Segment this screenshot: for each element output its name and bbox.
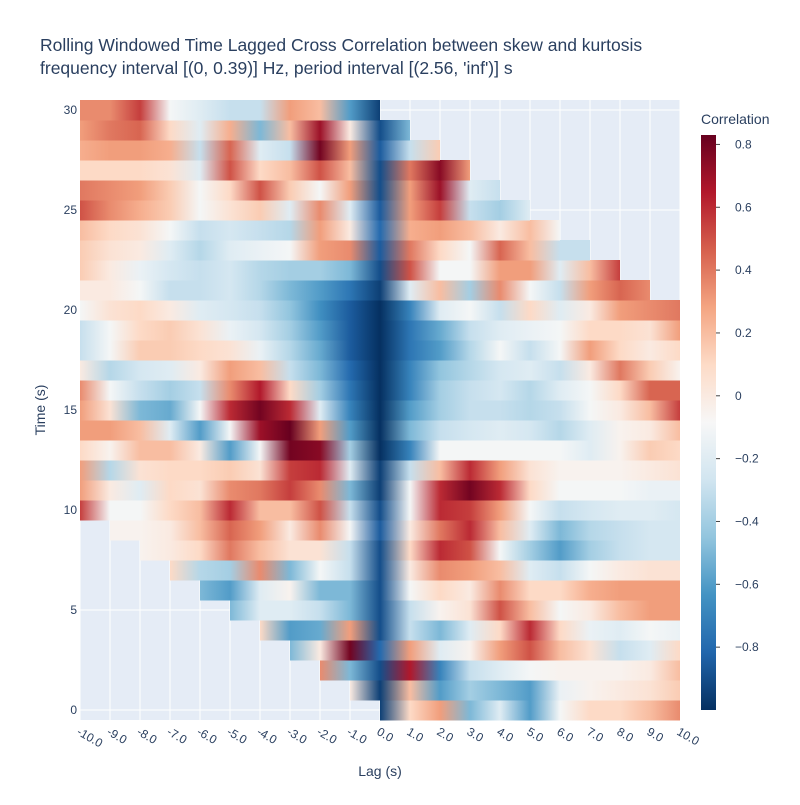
heatmap-row-t13: [80, 440, 680, 461]
heatmap-row-t10: [80, 500, 680, 521]
x-tick-label: 1.0: [405, 724, 427, 745]
x-tick-label: 7.0: [585, 724, 607, 745]
x-tick-label: 6.0: [555, 724, 577, 745]
heatmap-row-t11: [80, 480, 680, 501]
heatmap-row-t7: [170, 560, 680, 581]
heatmap-row-t8: [140, 540, 680, 561]
x-axis-ticks: -10.0 -9.0 -8.0 -7.0 -6.0 -5.0 -4.0 -3.0 -2.0 -1.…: [75, 724, 703, 750]
x-tick-label: 5.0: [525, 724, 547, 745]
heatmap-row-t20: [80, 300, 680, 321]
colorbar-tick-label: −0.2: [735, 452, 759, 466]
y-axis-ticks: 0 5 10 15 20 25 30: [64, 103, 78, 717]
y-tick-label: 10: [64, 503, 78, 517]
heatmap-row-t4: [260, 620, 680, 641]
heatmap-row-t3: [290, 640, 680, 661]
x-tick-label: 3.0: [465, 724, 487, 745]
colorbar-tick-label: 0.4: [735, 263, 752, 277]
heatmap-row-t22: [80, 260, 620, 281]
y-axis-title: Time (s): [32, 385, 48, 436]
y-tick-label: 15: [64, 403, 78, 417]
heatmap-row-t5: [230, 600, 680, 621]
heatmap-row-t27: [80, 160, 470, 181]
heatmap-row-t16: [80, 380, 680, 401]
colorbar-tick-label: 0: [735, 389, 742, 403]
colorbar: [701, 135, 716, 710]
heatmap-row-t12: [80, 460, 680, 481]
colorbar-tick-label: 0.6: [735, 200, 752, 214]
chart-title-line-2: frequency interval [(0, 0.39)] Hz, perio…: [40, 58, 513, 78]
colorbar-title: Correlation: [701, 111, 769, 127]
heatmap-row-t19: [80, 320, 680, 341]
x-tick-label: -3.0: [285, 724, 310, 747]
heatmap-row-t6: [200, 580, 680, 601]
y-tick-label: 5: [70, 603, 77, 617]
x-tick-label: 4.0: [495, 724, 517, 745]
x-tick-label: 2.0: [435, 724, 457, 745]
x-tick-label: -1.0: [345, 724, 370, 747]
colorbar-tick-label: 0.8: [735, 137, 752, 151]
heatmap-row-t1: [350, 680, 680, 701]
heatmap-row-t25: [80, 200, 530, 221]
heatmap-row-t24: [80, 220, 560, 241]
y-tick-label: 30: [64, 103, 78, 117]
x-tick-label: -7.0: [165, 724, 190, 747]
x-tick-label: 9.0: [645, 724, 667, 745]
heatmap-row-t28: [80, 140, 440, 161]
colorbar-tick-label: −0.8: [735, 640, 759, 654]
heatmap-row-t26: [80, 180, 500, 201]
heatmap-row-t14: [80, 420, 680, 441]
y-tick-label: 25: [64, 203, 78, 217]
heatmap-row-t17: [80, 360, 680, 381]
heatmap-cells: [80, 100, 680, 721]
heatmap-row-t15: [80, 400, 680, 421]
x-tick-label: -6.0: [195, 724, 220, 747]
x-tick-label: 8.0: [615, 724, 637, 745]
x-tick-label: -2.0: [315, 724, 340, 747]
heatmap-row-t30: [80, 100, 380, 121]
chart-title-line-1: Rolling Windowed Time Lagged Cross Corre…: [40, 35, 642, 55]
x-tick-label: -4.0: [255, 724, 280, 747]
x-tick-label: -10.0: [75, 724, 106, 750]
heatmap-row-t9: [110, 520, 680, 541]
heatmap-row-t21: [80, 280, 650, 301]
colorbar-tick-label: −0.6: [735, 577, 759, 591]
colorbar-tick-label: −0.4: [735, 514, 759, 528]
y-tick-label: 0: [70, 703, 77, 717]
x-tick-label: -5.0: [225, 724, 250, 747]
heatmap-row-t29: [80, 120, 410, 141]
heatmap-row-t18: [80, 340, 680, 361]
x-tick-label: 10.0: [675, 724, 703, 748]
colorbar-tick-label: 0.2: [735, 326, 752, 340]
heatmap-row-t0: [380, 700, 680, 721]
heatmap-row-t23: [80, 240, 590, 261]
y-tick-label: 20: [64, 303, 78, 317]
colorbar-ticks: 0.8 0.6 0.4 0.2 0 −0.2 −0.4 −0.6 −0.8: [716, 137, 759, 654]
x-tick-label: 0.0: [375, 724, 397, 745]
x-tick-label: -9.0: [105, 724, 130, 747]
heatmap-row-t2: [320, 660, 680, 681]
x-axis-title: Lag (s): [358, 763, 402, 779]
x-tick-label: -8.0: [135, 724, 160, 747]
